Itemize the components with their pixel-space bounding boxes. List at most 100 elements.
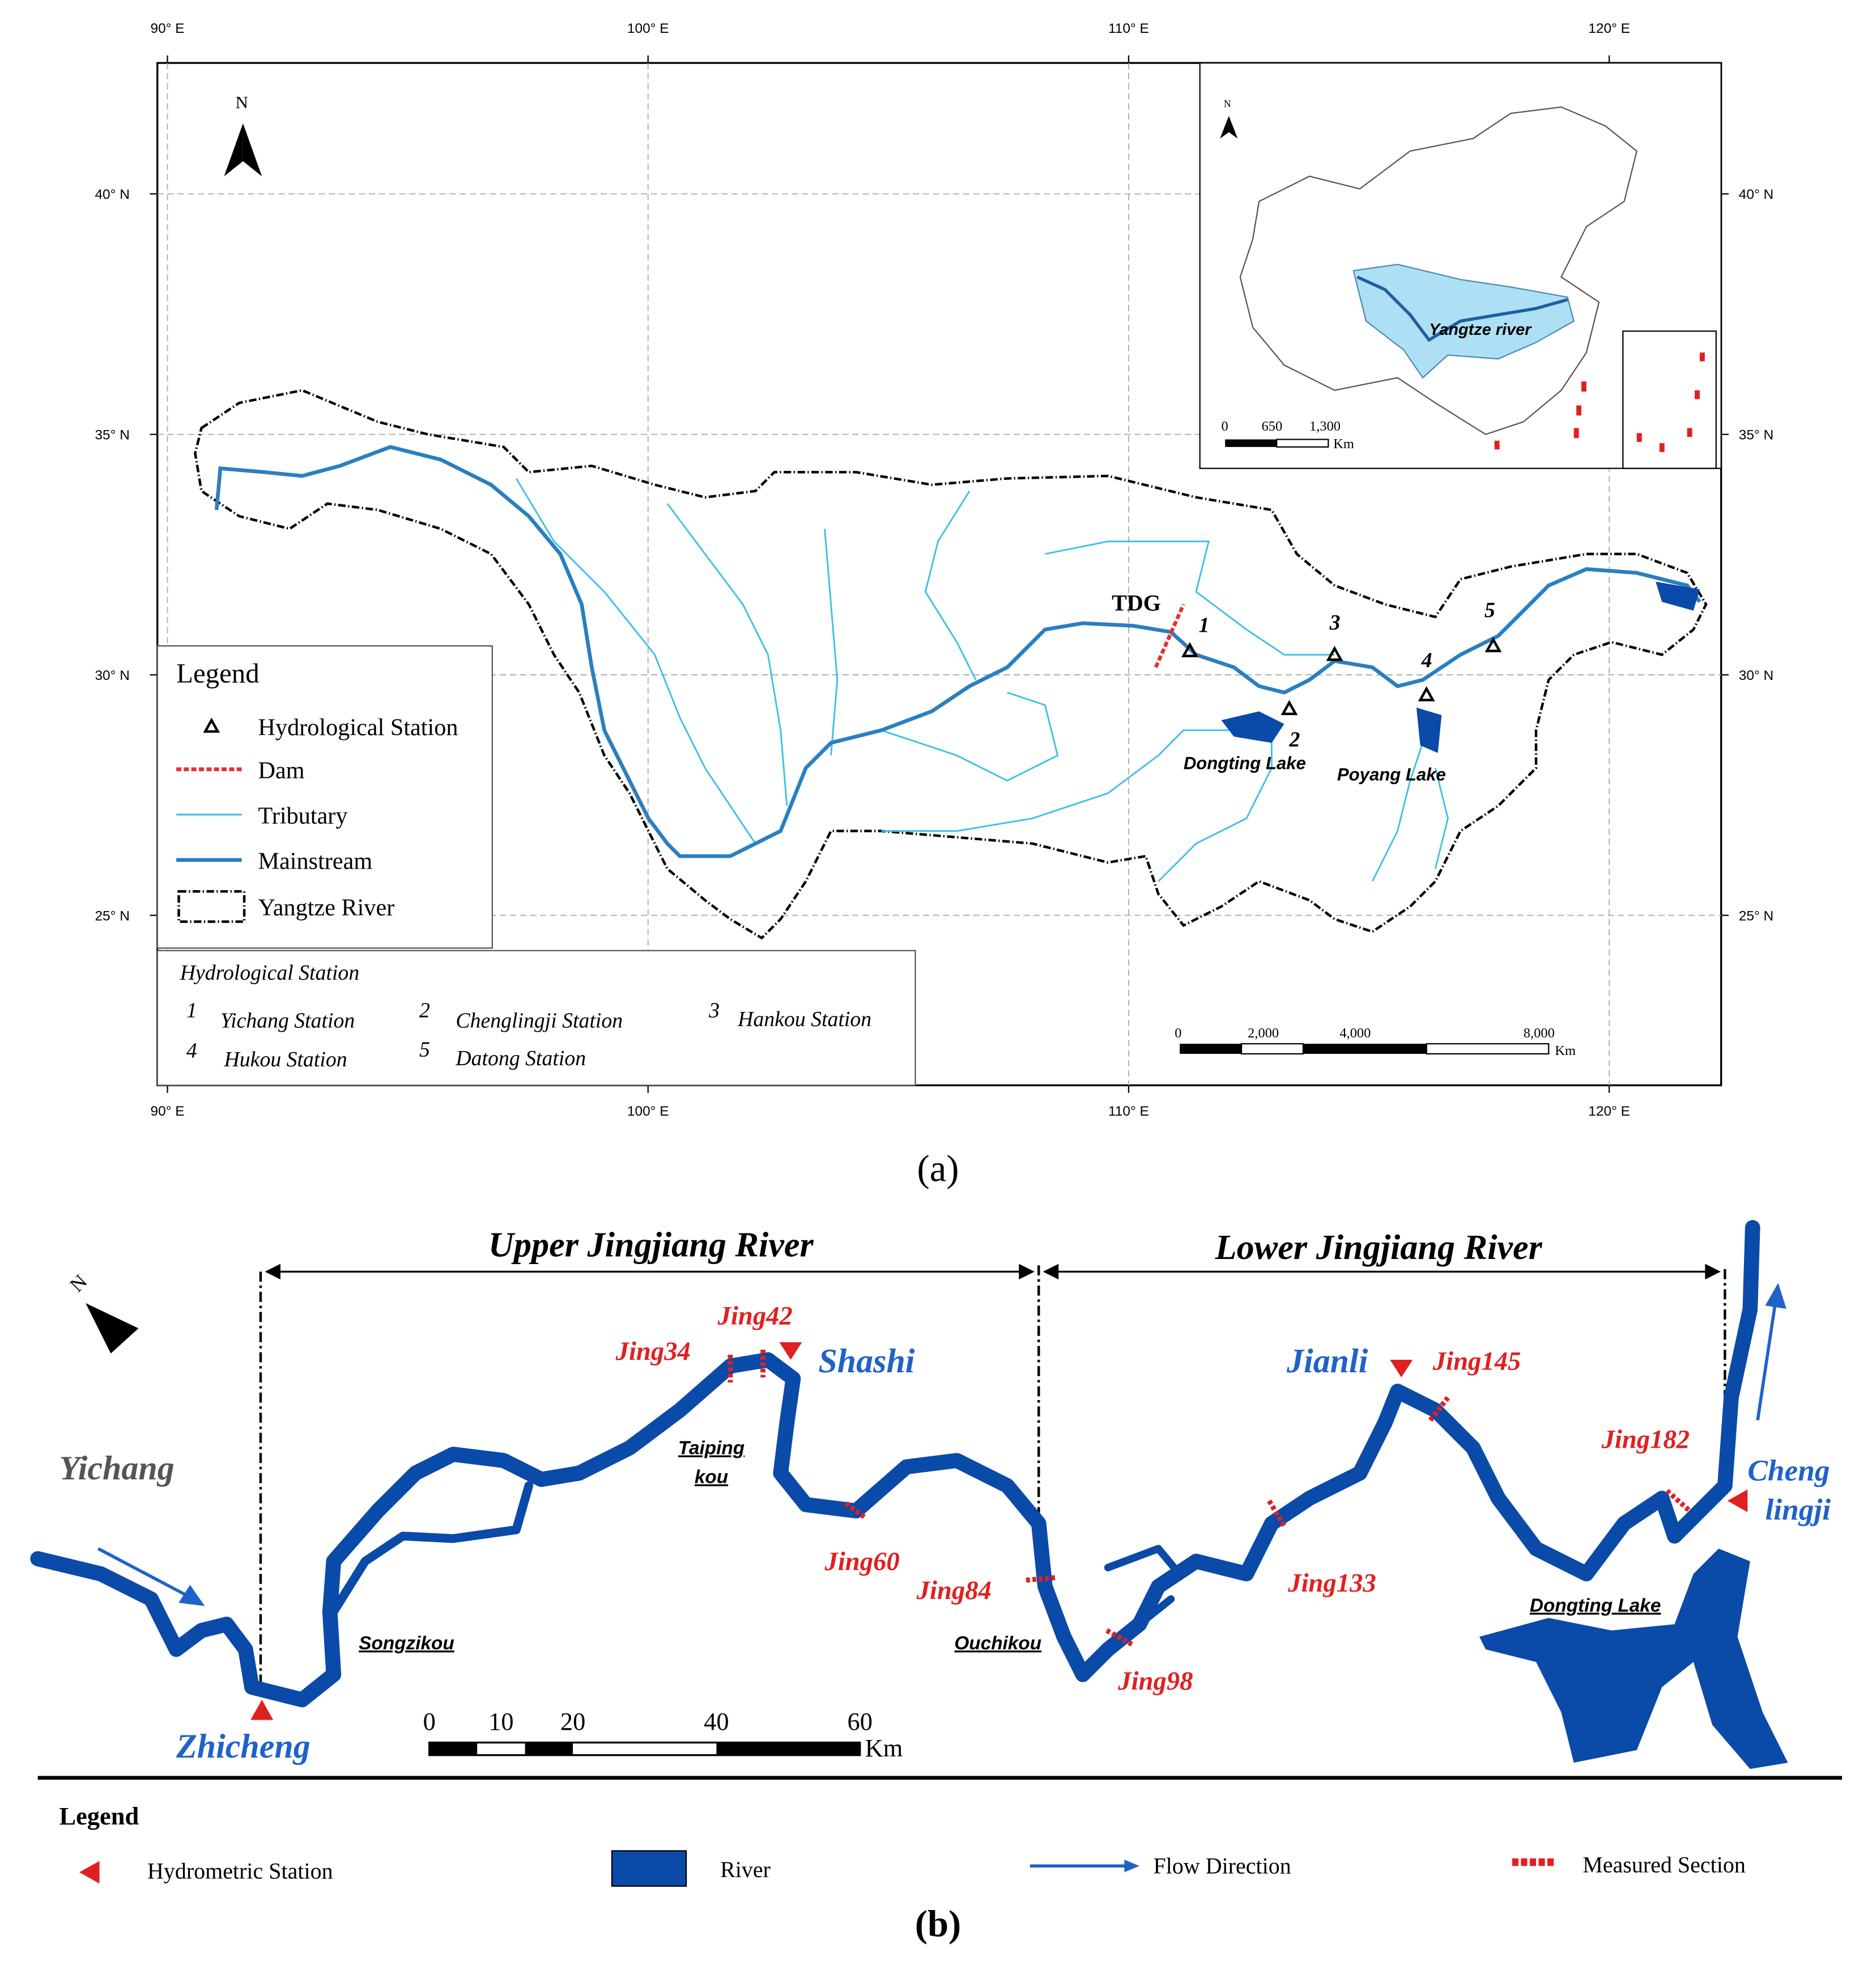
- scale-bar: [1426, 1043, 1550, 1055]
- scale-unit: Km: [865, 1734, 903, 1762]
- lon-label: 110° E: [1108, 21, 1149, 36]
- station-label: lingji: [1765, 1492, 1831, 1526]
- lat-label: 25° N: [95, 908, 129, 924]
- lon-label: 100° E: [627, 21, 669, 36]
- station-marker: [1181, 642, 1198, 657]
- scale-label: 60: [848, 1707, 873, 1735]
- tributary: [515, 478, 756, 844]
- station-name: Yichang Station: [220, 1009, 355, 1032]
- station-number: 2: [1288, 728, 1300, 752]
- lon-label: 110° E: [1108, 1104, 1149, 1119]
- inset-islands: [1494, 352, 1705, 452]
- north-label: N: [65, 1270, 91, 1296]
- station-label: Cheng: [1747, 1453, 1830, 1487]
- inset-scale-label: 0: [1221, 419, 1228, 434]
- legend-item: Yangtze River: [258, 895, 395, 921]
- legend-item: River: [720, 1857, 771, 1882]
- stations: [1181, 637, 1502, 716]
- measured-sections: [728, 1350, 1692, 1647]
- lakes: [1221, 581, 1700, 753]
- reach-label: Upper Jingjiang River: [488, 1226, 814, 1265]
- station-numbers: 1 2 3 4 5: [1198, 598, 1495, 752]
- legend-title: Legend: [59, 1802, 139, 1830]
- scale-label: 2,000: [1248, 1026, 1279, 1041]
- station-name: Hukou Station: [224, 1048, 347, 1071]
- section-label: Jing60: [824, 1547, 900, 1576]
- tributary: [1045, 541, 1335, 656]
- reach-label: Lower Jingjiang River: [1215, 1228, 1543, 1267]
- station-number: 4: [186, 1039, 197, 1063]
- caption: (a): [917, 1148, 959, 1189]
- station-label: Shashi: [818, 1342, 914, 1380]
- lat-label: 40° N: [95, 187, 129, 202]
- lat-label: 35° N: [95, 428, 129, 443]
- section-label: Jing145: [1432, 1347, 1521, 1376]
- station-label: Zhicheng: [176, 1728, 310, 1765]
- legend-symbol: [79, 1861, 100, 1884]
- tributary: [881, 691, 1059, 782]
- scale-labels: 0 2,000 4,000 8,000 Km: [1175, 1026, 1576, 1058]
- tributary: [666, 503, 788, 806]
- place-label: Ouchikou: [954, 1633, 1041, 1654]
- scale-labels: 0 10 20 40 60 Km: [423, 1707, 903, 1762]
- tributary: [924, 490, 977, 680]
- dam-label: TDG: [1112, 590, 1161, 616]
- river-channel: [1104, 1545, 1181, 1628]
- flow-arrows: [97, 1283, 1786, 1606]
- basin-boundary: [194, 389, 1708, 940]
- station-name: Chenglingji Station: [456, 1009, 623, 1032]
- place-label: Songzikou: [359, 1633, 454, 1654]
- section-label: Jing84: [916, 1576, 992, 1605]
- scale-label: 40: [704, 1707, 729, 1735]
- inset-river-label: Yangtze river: [1429, 321, 1532, 339]
- lon-label: 90° E: [151, 21, 185, 36]
- inset-scale-label: 650: [1262, 419, 1283, 434]
- legend-symbol: [1124, 1860, 1140, 1873]
- legend-items: Hydrometric Station River Flow Direction…: [147, 1852, 1746, 1883]
- station-number: 2: [419, 998, 430, 1022]
- place-label: Dongting Lake: [1530, 1595, 1661, 1616]
- section-label: Jing98: [1117, 1666, 1193, 1696]
- station-number: 3: [708, 998, 720, 1022]
- station-label: Yichang: [59, 1449, 174, 1487]
- station-marker: [1281, 700, 1298, 716]
- tributary: [1371, 742, 1449, 882]
- station-marker: [1418, 686, 1435, 701]
- station-number: 5: [419, 1037, 430, 1061]
- lon-label: 120° E: [1588, 1104, 1630, 1119]
- river-channel: [30, 1220, 1760, 1708]
- inset-scale-bar: [1225, 439, 1277, 447]
- station-number: 4: [1421, 649, 1432, 673]
- lat-label: 35° N: [1739, 428, 1773, 443]
- inset-subframe: [1622, 330, 1717, 469]
- dam: [1154, 603, 1185, 669]
- legend-item: Tributary: [258, 802, 348, 829]
- legend-item: Dam: [258, 757, 305, 784]
- river-channel: [329, 1481, 534, 1617]
- inset-scale-label: 1,300: [1309, 419, 1341, 434]
- north-arrow: [86, 1303, 139, 1354]
- lake-label: Dongting Lake: [1184, 754, 1306, 773]
- legend-item: Flow Direction: [1153, 1853, 1291, 1879]
- station-marker: [1484, 637, 1502, 653]
- legend-title: Legend: [176, 657, 260, 688]
- scale-bar: [1303, 1044, 1427, 1054]
- legend-item: Hydrometric Station: [147, 1858, 333, 1883]
- panel-b: Upper Jingjiang River Lower Jingjiang Ri…: [30, 1220, 1843, 1945]
- station-box-title: Hydrological Station: [180, 961, 359, 985]
- tributary: [1158, 730, 1273, 882]
- legend-symbol: [203, 717, 220, 733]
- inset-scale-labels: 0 650 1,300 Km: [1221, 419, 1354, 452]
- legend-symbol: [611, 1850, 687, 1887]
- lat-label: 40° N: [1739, 187, 1773, 202]
- yangtze-inset: [1356, 275, 1568, 342]
- scale-label: 20: [560, 1707, 585, 1735]
- station-name: Hankou Station: [737, 1007, 871, 1031]
- lon-label: 120° E: [1588, 21, 1630, 36]
- inset-scale-unit: Km: [1333, 436, 1354, 452]
- lat-label: 30° N: [1739, 668, 1773, 683]
- station-marker: [1326, 645, 1343, 661]
- inset-scale-bar: [1276, 439, 1329, 448]
